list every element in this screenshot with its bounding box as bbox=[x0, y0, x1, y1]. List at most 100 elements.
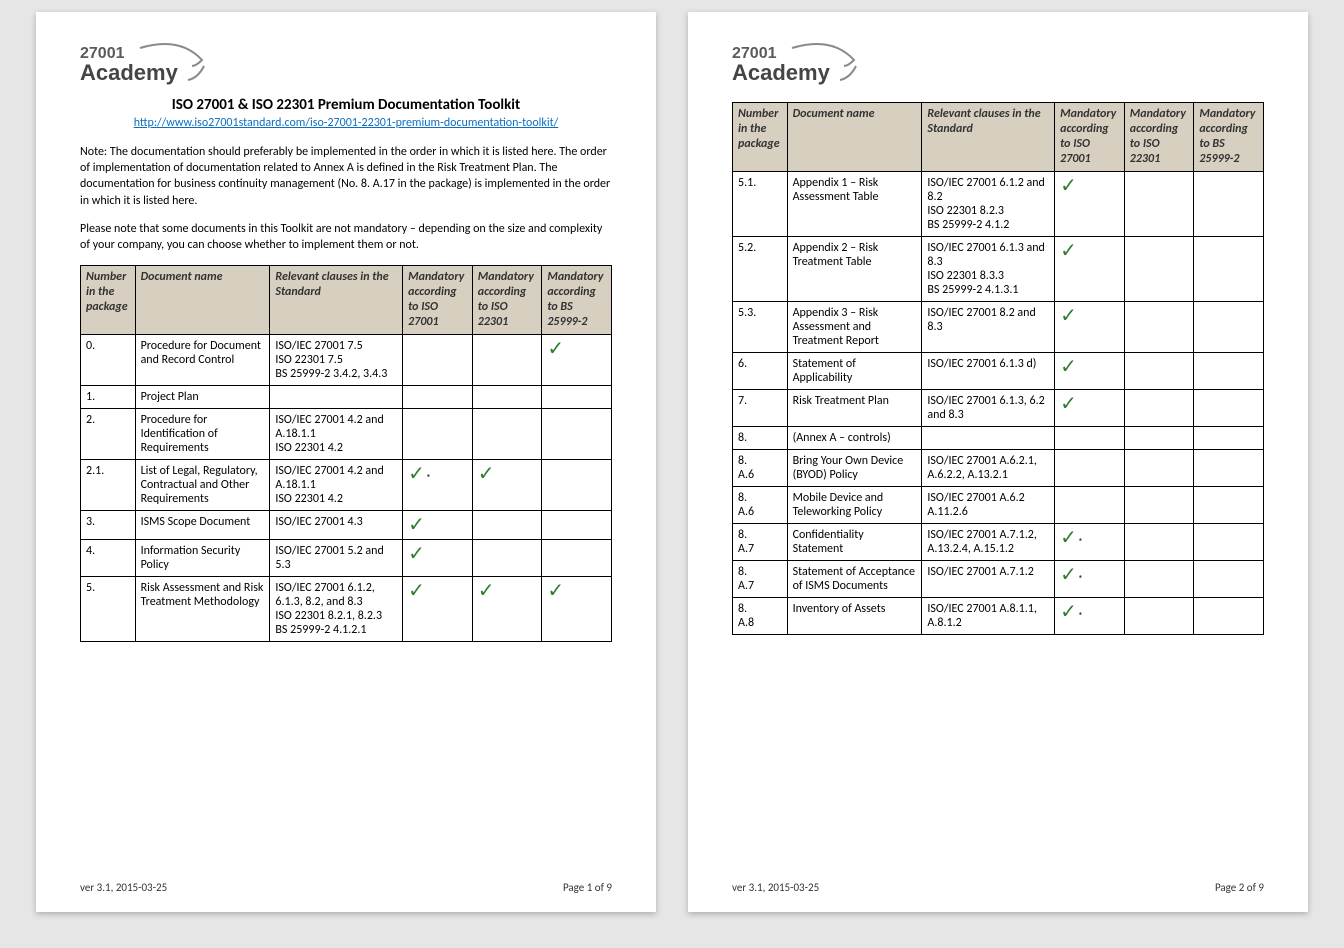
cell-mand-bs bbox=[542, 386, 612, 409]
table-row: 8.A.7Statement of Acceptance of ISMS Doc… bbox=[733, 561, 1264, 598]
cell-clauses bbox=[270, 386, 403, 409]
checkmark-icon: ✓ bbox=[408, 544, 425, 564]
cell-mand-27001: ✓ bbox=[1055, 237, 1125, 302]
logo-svg: 27001 Academy bbox=[732, 40, 892, 88]
cell-mand-27001: ✓ bbox=[1055, 302, 1125, 353]
spacer bbox=[732, 94, 1264, 102]
cell-mand-bs bbox=[1194, 524, 1264, 561]
cell-doc-name: List of Legal, Regulatory, Contractual a… bbox=[135, 460, 270, 511]
cell-clauses: ISO/IEC 27001 6.1.2 and 8.2ISO 22301 8.2… bbox=[922, 172, 1055, 237]
footer-page-1: Page 1 of 9 bbox=[563, 881, 612, 894]
cell-number: 7. bbox=[733, 390, 788, 427]
cell-doc-name: Appendix 3 – Risk Assessment and Treatme… bbox=[787, 302, 922, 353]
cell-number: 6. bbox=[733, 353, 788, 390]
cell-clauses: ISO/IEC 27001 6.1.3 and 8.3ISO 22301 8.3… bbox=[922, 237, 1055, 302]
cell-mand-22301 bbox=[1124, 237, 1194, 302]
cell-number: 2.1. bbox=[81, 460, 136, 511]
table-row: 3.ISMS Scope DocumentISO/IEC 27001 4.3✓ bbox=[81, 511, 612, 540]
cell-clauses: ISO/IEC 27001 6.1.3 d) bbox=[922, 353, 1055, 390]
cell-mand-27001 bbox=[1055, 427, 1125, 450]
table-row: 6.Statement of ApplicabilityISO/IEC 2700… bbox=[733, 353, 1264, 390]
cell-clauses: ISO/IEC 27001 4.3 bbox=[270, 511, 403, 540]
cell-clauses bbox=[922, 427, 1055, 450]
cell-mand-bs bbox=[542, 409, 612, 460]
footer-2: ver 3.1, 2015-03-25 Page 2 of 9 bbox=[732, 881, 1264, 894]
cell-doc-name: ISMS Scope Document bbox=[135, 511, 270, 540]
col-mand-22301: Mandatory according to ISO 22301 bbox=[1124, 103, 1194, 172]
cell-mand-27001: ✓* bbox=[1055, 598, 1125, 635]
page-2: 27001 Academy Number in the package Docu… bbox=[688, 12, 1308, 912]
table-row: 2.Procedure for Identification of Requir… bbox=[81, 409, 612, 460]
cell-number: 5. bbox=[81, 577, 136, 642]
checkmark-icon: ✓ bbox=[478, 464, 495, 484]
cell-mand-22301 bbox=[1124, 450, 1194, 487]
col-mand-27001: Mandatory according to ISO 27001 bbox=[403, 266, 473, 335]
table-row: 5.1.Appendix 1 – Risk Assessment TableIS… bbox=[733, 172, 1264, 237]
checkmark-icon: ✓ bbox=[1060, 528, 1077, 548]
cell-doc-name: Appendix 2 – Risk Treatment Table bbox=[787, 237, 922, 302]
cell-number: 5.2. bbox=[733, 237, 788, 302]
page-1: 27001 Academy ISO 27001 & ISO 22301 Prem… bbox=[36, 12, 656, 912]
cell-mand-22301 bbox=[1124, 561, 1194, 598]
cell-doc-name: Project Plan bbox=[135, 386, 270, 409]
checkmark-icon: ✓ bbox=[1060, 565, 1077, 585]
col-number: Number in the package bbox=[733, 103, 788, 172]
cell-mand-22301: ✓ bbox=[472, 460, 542, 511]
cell-mand-bs bbox=[542, 511, 612, 540]
cell-mand-22301 bbox=[1124, 390, 1194, 427]
checkmark-icon: ✓ bbox=[1060, 306, 1077, 326]
checkmark-icon: ✓ bbox=[408, 464, 425, 484]
cell-mand-bs bbox=[1194, 302, 1264, 353]
cell-mand-27001: ✓ bbox=[1055, 353, 1125, 390]
table-row: 7.Risk Treatment PlanISO/IEC 27001 6.1.3… bbox=[733, 390, 1264, 427]
col-number: Number in the package bbox=[81, 266, 136, 335]
cell-mand-27001: ✓ bbox=[403, 511, 473, 540]
col-name: Document name bbox=[135, 266, 270, 335]
toolkit-link[interactable]: http://www.iso27001standard.com/iso-2700… bbox=[80, 116, 612, 130]
cell-mand-22301 bbox=[1124, 302, 1194, 353]
cell-doc-name: Statement of Applicability bbox=[787, 353, 922, 390]
cell-mand-22301: ✓ bbox=[472, 577, 542, 642]
cell-clauses: ISO/IEC 27001 5.2 and 5.3 bbox=[270, 540, 403, 577]
checkmark-icon: ✓ bbox=[408, 515, 425, 535]
col-mand-27001: Mandatory according to ISO 27001 bbox=[1055, 103, 1125, 172]
cell-mand-22301 bbox=[1124, 487, 1194, 524]
viewport: 27001 Academy ISO 27001 & ISO 22301 Prem… bbox=[0, 0, 1344, 948]
cell-mand-27001: ✓ bbox=[1055, 172, 1125, 237]
checkmark-icon: ✓ bbox=[1060, 602, 1077, 622]
cell-mand-27001 bbox=[403, 335, 473, 386]
cell-number: 5.3. bbox=[733, 302, 788, 353]
svg-text:Academy: Academy bbox=[732, 60, 831, 85]
cell-clauses: ISO/IEC 27001 8.2 and 8.3 bbox=[922, 302, 1055, 353]
cell-doc-name: Procedure for Document and Record Contro… bbox=[135, 335, 270, 386]
cell-mand-22301 bbox=[472, 540, 542, 577]
cell-mand-bs bbox=[1194, 561, 1264, 598]
table-row: 2.1.List of Legal, Regulatory, Contractu… bbox=[81, 460, 612, 511]
cell-mand-22301 bbox=[472, 386, 542, 409]
table-2-header: Number in the package Document name Rele… bbox=[733, 103, 1264, 172]
cell-mand-bs: ✓ bbox=[542, 335, 612, 386]
cell-number: 8.A.7 bbox=[733, 561, 788, 598]
documents-table-2: Number in the package Document name Rele… bbox=[732, 102, 1264, 635]
cell-clauses: ISO/IEC 27001 4.2 and A.18.1.1ISO 22301 … bbox=[270, 460, 403, 511]
table-1-header: Number in the package Document name Rele… bbox=[81, 266, 612, 335]
cell-mand-bs bbox=[1194, 172, 1264, 237]
table-row: 8.A.7Confidentiality StatementISO/IEC 27… bbox=[733, 524, 1264, 561]
cell-doc-name: Statement of Acceptance of ISMS Document… bbox=[787, 561, 922, 598]
note-1: Note: The documentation should preferabl… bbox=[80, 144, 612, 209]
checkmark-icon: ✓ bbox=[478, 581, 495, 601]
cell-mand-27001: ✓* bbox=[403, 460, 473, 511]
svg-text:Academy: Academy bbox=[80, 60, 179, 85]
table-row: 5.3.Appendix 3 – Risk Assessment and Tre… bbox=[733, 302, 1264, 353]
cell-doc-name: Inventory of Assets bbox=[787, 598, 922, 635]
note-2: Please note that some documents in this … bbox=[80, 221, 612, 253]
col-mand-bs: Mandatory according to BS 25999-2 bbox=[1194, 103, 1264, 172]
cell-doc-name: Risk Treatment Plan bbox=[787, 390, 922, 427]
cell-number: 0. bbox=[81, 335, 136, 386]
footer-1: ver 3.1, 2015-03-25 Page 1 of 9 bbox=[80, 881, 612, 894]
logo: 27001 Academy bbox=[732, 40, 1264, 88]
cell-mand-22301 bbox=[1124, 172, 1194, 237]
cell-number: 1. bbox=[81, 386, 136, 409]
cell-doc-name: Confidentiality Statement bbox=[787, 524, 922, 561]
cell-mand-27001 bbox=[1055, 487, 1125, 524]
